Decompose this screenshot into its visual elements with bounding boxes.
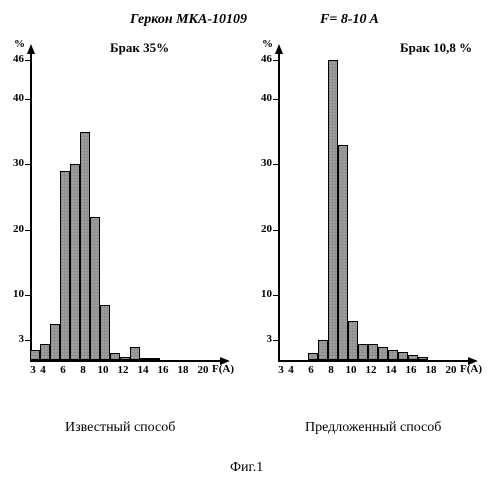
bar	[90, 217, 100, 360]
ytick-label: 10	[252, 288, 272, 300]
ytick-mark	[25, 164, 30, 165]
bar	[408, 355, 418, 360]
bar	[50, 324, 60, 360]
ytick-mark	[273, 340, 278, 341]
xtick-label: 14	[384, 364, 398, 376]
bar	[328, 60, 338, 360]
x-axis	[278, 360, 468, 362]
ytick-mark	[25, 99, 30, 100]
xtick-label: 16	[404, 364, 418, 376]
bar	[70, 164, 80, 360]
bar	[358, 344, 368, 360]
xtick-label: 16	[156, 364, 170, 376]
caption-left: Известный способ	[65, 420, 175, 436]
ytick-label: 40	[4, 92, 24, 104]
bar	[120, 357, 130, 360]
brak-right: Брак 10,8 %	[400, 40, 472, 56]
bar	[150, 358, 160, 360]
xtick-label: 4	[284, 364, 298, 376]
xtick-label: 10	[344, 364, 358, 376]
y-axis-arrow	[27, 44, 35, 54]
ytick-label: 40	[252, 92, 272, 104]
bar	[348, 321, 358, 360]
xtick-label: 6	[304, 364, 318, 376]
y-axis	[278, 52, 280, 360]
bar	[60, 171, 70, 360]
title-gerkon: Геркон МКA-10109	[130, 12, 247, 28]
ylabel-right: %	[262, 38, 273, 50]
figure-label: Фиг.1	[230, 460, 263, 476]
bar	[110, 353, 120, 360]
ytick-label: 30	[4, 157, 24, 169]
ytick-label: 10	[4, 288, 24, 300]
bar	[100, 305, 110, 360]
bar	[368, 344, 378, 360]
xtick-label: 10	[96, 364, 110, 376]
ytick-mark	[273, 60, 278, 61]
title-f-range: F= 8-10 A	[320, 12, 379, 28]
ytick-mark	[273, 164, 278, 165]
xtick-label: 14	[136, 364, 150, 376]
ytick-mark	[273, 295, 278, 296]
xtick-label: 20	[444, 364, 458, 376]
ytick-mark	[25, 230, 30, 231]
x-axis	[30, 360, 220, 362]
ytick-label: 20	[252, 223, 272, 235]
bar	[398, 352, 408, 360]
ytick-mark	[273, 99, 278, 100]
xtick-label: 6	[56, 364, 70, 376]
caption-right: Предложенный способ	[305, 420, 441, 436]
ytick-label: 3	[252, 333, 272, 345]
xlabel: F(A)	[212, 363, 234, 375]
bar	[388, 350, 398, 360]
ytick-label: 30	[252, 157, 272, 169]
y-axis-arrow	[275, 44, 283, 54]
xtick-label: 18	[424, 364, 438, 376]
ytick-mark	[25, 295, 30, 296]
bar	[418, 357, 428, 360]
bar	[378, 347, 388, 360]
bar	[80, 132, 90, 360]
xtick-label: 8	[324, 364, 338, 376]
xtick-label: 20	[196, 364, 210, 376]
bar	[140, 358, 150, 360]
ytick-label: 46	[252, 53, 272, 65]
bar	[308, 353, 318, 360]
brak-left: Брак 35%	[110, 40, 169, 56]
bar	[30, 350, 40, 360]
ylabel-left: %	[14, 38, 25, 50]
xlabel: F(A)	[460, 363, 482, 375]
xtick-label: 12	[116, 364, 130, 376]
ytick-mark	[25, 60, 30, 61]
bar	[338, 145, 348, 360]
ytick-label: 46	[4, 53, 24, 65]
xtick-label: 18	[176, 364, 190, 376]
bar	[40, 344, 50, 360]
bar	[130, 347, 140, 360]
xtick-label: 4	[36, 364, 50, 376]
ytick-label: 20	[4, 223, 24, 235]
xtick-label: 12	[364, 364, 378, 376]
xtick-label: 8	[76, 364, 90, 376]
ytick-mark	[25, 340, 30, 341]
ytick-label: 3	[4, 333, 24, 345]
bar	[318, 340, 328, 360]
y-axis	[30, 52, 32, 360]
ytick-mark	[273, 230, 278, 231]
